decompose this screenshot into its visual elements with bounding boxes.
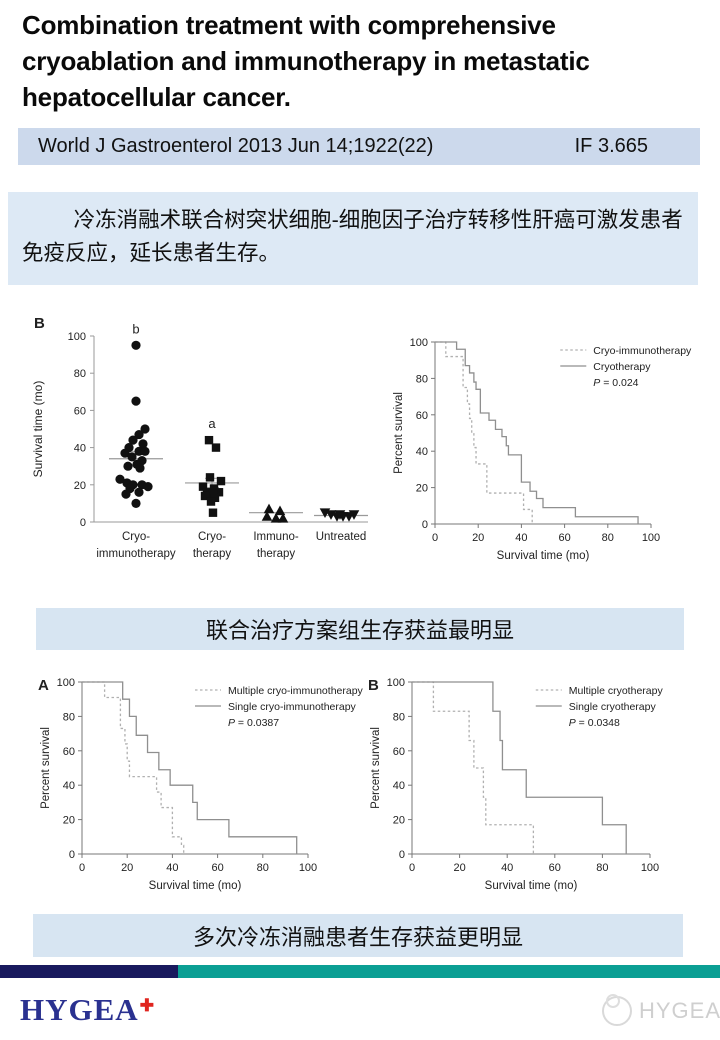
caption-multiple-cryo-benefit: 多次冷冻消融患者生存获益更明显 — [33, 914, 683, 957]
svg-text:Percent survival: Percent survival — [40, 727, 52, 809]
svg-text:B: B — [368, 677, 379, 694]
svg-text:20: 20 — [121, 862, 133, 874]
hygea-logo-cross-icon: ✚ — [139, 995, 155, 1015]
svg-text:100: 100 — [68, 331, 86, 343]
svg-text:A: A — [38, 677, 49, 694]
svg-text:0: 0 — [409, 862, 415, 874]
svg-text:Multiple cryotherapy: Multiple cryotherapy — [569, 685, 664, 697]
svg-text:100: 100 — [642, 532, 660, 544]
svg-text:b: b — [132, 321, 139, 336]
svg-text:60: 60 — [211, 862, 223, 874]
svg-text:Survival time (mo): Survival time (mo) — [485, 880, 578, 892]
svg-text:60: 60 — [393, 746, 405, 758]
svg-text:40: 40 — [501, 862, 513, 874]
footer-teal-bar — [178, 965, 720, 978]
svg-text:P = 0.0387: P = 0.0387 — [228, 717, 279, 729]
svg-text:Immuno-: Immuno- — [253, 531, 299, 543]
hygea-watermark-icon — [602, 994, 632, 1026]
svg-text:40: 40 — [515, 532, 527, 544]
svg-text:Survival time (mo): Survival time (mo) — [31, 381, 45, 478]
page-title: Combination treatment with comprehensive… — [22, 10, 590, 112]
svg-text:80: 80 — [596, 862, 608, 874]
footer-navy-bar — [0, 965, 178, 978]
svg-text:60: 60 — [74, 405, 86, 417]
svg-text:immunotherapy: immunotherapy — [96, 548, 176, 560]
svg-text:Cryo-: Cryo- — [198, 531, 226, 543]
svg-text:Single cryo-immunotherapy: Single cryo-immunotherapy — [228, 701, 357, 713]
hygea-watermark-text: HYGEA — [639, 998, 720, 1023]
svg-text:Cryotherapy: Cryotherapy — [593, 361, 651, 373]
svg-text:therapy: therapy — [257, 548, 296, 560]
km-curve-multiple-vs-single-cryoimmuno: 0 20 40 60 80 100 0 20 40 60 80 100 Survival time (m… — [38, 677, 364, 892]
svg-text:40: 40 — [416, 446, 428, 458]
svg-text:80: 80 — [74, 368, 86, 380]
svg-text:0: 0 — [432, 532, 438, 544]
svg-text:P = 0.0348: P = 0.0348 — [569, 717, 620, 729]
svg-text:0: 0 — [79, 862, 85, 874]
svg-text:60: 60 — [558, 532, 570, 544]
svg-text:0: 0 — [399, 849, 405, 861]
hygea-logo: HYGEA✚ — [20, 992, 154, 1028]
svg-text:20: 20 — [63, 815, 75, 827]
svg-text:P = 0.024: P = 0.024 — [593, 377, 638, 389]
svg-text:Percent survival: Percent survival — [370, 727, 382, 809]
svg-text:Survival time (mo): Survival time (mo) — [149, 880, 242, 892]
svg-text:therapy: therapy — [193, 548, 232, 560]
svg-text:40: 40 — [166, 862, 178, 874]
hygea-watermark: HYGEA — [602, 994, 720, 1026]
km-curve-multiple-vs-single-cryo: 0 20 40 60 80 100 0 20 40 60 80 100 Survival time (m… — [368, 677, 664, 892]
citation-bar: World J Gastroenterol 2013 Jun 14;1922(2… — [18, 128, 700, 165]
svg-text:100: 100 — [641, 862, 659, 874]
svg-text:Percent survival: Percent survival — [393, 392, 405, 474]
svg-text:0: 0 — [69, 849, 75, 861]
svg-text:20: 20 — [416, 483, 428, 495]
svg-text:20: 20 — [393, 815, 405, 827]
journal-citation: World J Gastroenterol 2013 Jun 14;1922(2… — [38, 135, 434, 157]
svg-text:40: 40 — [74, 443, 86, 455]
impact-factor: IF 3.665 — [574, 135, 648, 157]
svg-text:80: 80 — [257, 862, 269, 874]
scatter-plot-survival-by-group: 0 20 40 60 80 100 Survival time (mo) B b Cryo-imm… — [31, 315, 368, 560]
svg-text:80: 80 — [393, 711, 405, 723]
svg-text:a: a — [208, 416, 216, 431]
svg-text:80: 80 — [602, 532, 614, 544]
svg-text:B: B — [34, 315, 45, 332]
svg-text:60: 60 — [63, 746, 75, 758]
svg-text:100: 100 — [57, 677, 75, 689]
svg-text:100: 100 — [410, 337, 428, 349]
svg-text:0: 0 — [80, 517, 86, 529]
svg-text:100: 100 — [299, 862, 317, 874]
hygea-logo-text: HYGEA — [20, 992, 139, 1027]
svg-text:Single cryotherapy: Single cryotherapy — [569, 701, 657, 713]
svg-text:20: 20 — [453, 862, 465, 874]
svg-text:60: 60 — [416, 410, 428, 422]
svg-text:0: 0 — [422, 519, 428, 531]
svg-text:40: 40 — [393, 780, 405, 792]
svg-text:80: 80 — [416, 373, 428, 385]
svg-text:Survival time (mo): Survival time (mo) — [497, 550, 590, 562]
caption-combination-benefit: 联合治疗方案组生存获益最明显 — [36, 608, 684, 650]
svg-text:Cryo-immunotherapy: Cryo-immunotherapy — [593, 345, 692, 357]
svg-text:40: 40 — [63, 780, 75, 792]
svg-text:100: 100 — [387, 677, 405, 689]
svg-text:Multiple cryo-immunotherapy: Multiple cryo-immunotherapy — [228, 685, 364, 697]
svg-text:Untreated: Untreated — [316, 531, 367, 543]
svg-text:Cryo-: Cryo- — [122, 531, 150, 543]
svg-text:80: 80 — [63, 711, 75, 723]
summary-text-cn: 冷冻消融术联合树突状细胞-细胞因子治疗转移性肝癌可激发患者免疫反应，延长患者生存… — [8, 192, 698, 285]
km-curve-cryoimmuno-vs-cryo: 0 20 40 60 80 100 0 20 40 60 80 100 Survival time (m… — [393, 337, 692, 562]
svg-text:20: 20 — [472, 532, 484, 544]
svg-text:20: 20 — [74, 480, 86, 492]
svg-text:60: 60 — [549, 862, 561, 874]
